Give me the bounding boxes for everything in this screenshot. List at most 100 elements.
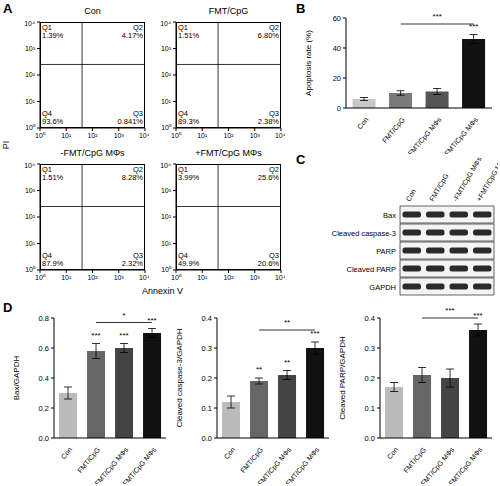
svg-text:10¹: 10¹ xyxy=(61,274,72,281)
svg-text:Con: Con xyxy=(223,446,237,460)
svg-text:10⁰: 10⁰ xyxy=(161,124,172,131)
svg-text:***: *** xyxy=(433,12,442,21)
svg-text:+FMT/CpG MΦs: +FMT/CpG MΦs xyxy=(445,446,485,484)
svg-text:10⁴: 10⁴ xyxy=(139,132,149,139)
svg-text:*: * xyxy=(122,311,125,320)
svg-text:0.2: 0.2 xyxy=(39,404,49,413)
svg-text:40: 40 xyxy=(333,44,341,53)
svg-text:Con: Con xyxy=(405,188,418,203)
svg-text:10²: 10² xyxy=(161,71,172,78)
svg-text:Cleaved caspase-3/GAPDH: Cleaved caspase-3/GAPDH xyxy=(175,328,184,427)
svg-text:10²: 10² xyxy=(223,132,234,139)
svg-text:10²: 10² xyxy=(87,274,98,281)
svg-text:FMT/CpG: FMT/CpG xyxy=(381,116,407,145)
svg-text:***: *** xyxy=(473,311,482,320)
svg-text:10³: 10³ xyxy=(161,45,172,52)
svg-text:0.0: 0.0 xyxy=(202,434,212,443)
svg-text:***: *** xyxy=(310,329,319,338)
svg-text:Con: Con xyxy=(386,446,400,460)
svg-text:***: *** xyxy=(445,306,454,315)
svg-text:10³: 10³ xyxy=(114,132,125,139)
svg-text:10⁴: 10⁴ xyxy=(24,20,35,27)
svg-text:Bax/GAPDH: Bax/GAPDH xyxy=(12,356,21,401)
svg-text:0.4: 0.4 xyxy=(202,314,212,323)
svg-text:10³: 10³ xyxy=(250,132,261,139)
svg-text:0.1: 0.1 xyxy=(202,404,212,413)
svg-text:10²: 10² xyxy=(87,132,98,139)
svg-text:GAPDH: GAPDH xyxy=(369,283,396,292)
svg-text:0.3: 0.3 xyxy=(365,344,375,353)
svg-text:10⁰: 10⁰ xyxy=(35,132,46,139)
svg-text:0.1: 0.1 xyxy=(365,404,375,413)
svg-text:10³: 10³ xyxy=(250,274,261,281)
html-text:Con: Con xyxy=(84,6,101,16)
svg-text:10³: 10³ xyxy=(25,45,36,52)
svg-text:**: ** xyxy=(284,318,290,327)
svg-text:10¹: 10¹ xyxy=(197,132,208,139)
svg-text:10⁰: 10⁰ xyxy=(171,132,182,139)
svg-text:FMT/CpG: FMT/CpG xyxy=(402,446,428,475)
html-text:PI: PI xyxy=(1,140,11,150)
svg-text:**: ** xyxy=(256,365,262,374)
svg-text:FMT/CpG: FMT/CpG xyxy=(76,446,102,475)
svg-text:Cleaved PARP/GAPDH: Cleaved PARP/GAPDH xyxy=(338,336,347,420)
svg-text:10³: 10³ xyxy=(25,187,36,194)
svg-text:10²: 10² xyxy=(223,274,234,281)
svg-text:Bax: Bax xyxy=(383,211,396,220)
svg-text:+FMT/CpG MΦs: +FMT/CpG MΦs xyxy=(282,446,322,484)
svg-text:10¹: 10¹ xyxy=(197,274,208,281)
svg-text:Cleaved caspase-3: Cleaved caspase-3 xyxy=(332,229,396,238)
svg-text:***: *** xyxy=(119,331,128,340)
svg-text:Con: Con xyxy=(356,116,370,130)
svg-text:Cleaved PARP: Cleaved PARP xyxy=(347,265,396,274)
svg-text:10⁰: 10⁰ xyxy=(171,274,182,281)
svg-text:10¹: 10¹ xyxy=(61,132,72,139)
svg-text:10⁴: 10⁴ xyxy=(139,274,149,281)
svg-text:10⁰: 10⁰ xyxy=(161,266,172,273)
svg-text:**: ** xyxy=(284,358,290,367)
svg-text:10¹: 10¹ xyxy=(25,98,36,105)
svg-text:10²: 10² xyxy=(25,71,36,78)
svg-text:10¹: 10¹ xyxy=(161,98,172,105)
svg-text:FMT/CpG: FMT/CpG xyxy=(239,446,265,475)
svg-text:0.4: 0.4 xyxy=(365,314,375,323)
svg-text:0.2: 0.2 xyxy=(365,374,375,383)
svg-text:***: *** xyxy=(469,22,478,31)
svg-text:***: *** xyxy=(147,316,156,325)
svg-text:10²: 10² xyxy=(161,213,172,220)
svg-text:-FMT/CpG MΦs: -FMT/CpG MΦs xyxy=(405,116,444,154)
svg-text:0.6: 0.6 xyxy=(39,344,49,353)
svg-text:+FMT/CpG MΦs: +FMT/CpG MΦs xyxy=(475,156,492,203)
svg-text:10¹: 10¹ xyxy=(25,240,36,247)
svg-text:PARP: PARP xyxy=(376,247,396,256)
html-text:FMT/CpG: FMT/CpG xyxy=(208,6,249,16)
svg-text:+FMT/CpG MΦs: +FMT/CpG MΦs xyxy=(119,446,159,484)
svg-text:***: *** xyxy=(91,331,100,340)
html-text:A: A xyxy=(3,1,13,16)
svg-text:0.4: 0.4 xyxy=(39,374,49,383)
svg-text:+FMT/CpG MΦs: +FMT/CpG MΦs xyxy=(441,116,481,154)
svg-text:10⁰: 10⁰ xyxy=(25,124,36,131)
svg-text:10⁴: 10⁴ xyxy=(160,162,171,169)
svg-text:10⁴: 10⁴ xyxy=(160,20,171,27)
svg-text:0: 0 xyxy=(337,104,341,113)
svg-text:0.2: 0.2 xyxy=(202,374,212,383)
svg-text:10²: 10² xyxy=(25,213,36,220)
svg-text:10⁰: 10⁰ xyxy=(35,274,46,281)
svg-text:10⁴: 10⁴ xyxy=(275,132,285,139)
svg-text:10³: 10³ xyxy=(161,187,172,194)
svg-text:10⁰: 10⁰ xyxy=(25,266,36,273)
svg-text:10³: 10³ xyxy=(114,274,125,281)
svg-text:0.8: 0.8 xyxy=(39,314,49,323)
svg-text:0.0: 0.0 xyxy=(39,434,49,443)
svg-text:10¹: 10¹ xyxy=(161,240,172,247)
svg-text:FMT/CpG: FMT/CpG xyxy=(428,172,450,203)
svg-text:0.0: 0.0 xyxy=(365,434,375,443)
svg-text:10⁴: 10⁴ xyxy=(24,162,35,169)
svg-text:10⁴: 10⁴ xyxy=(275,274,285,281)
svg-text:Apoptosis rate (%): Apoptosis rate (%) xyxy=(304,30,313,96)
svg-text:Con: Con xyxy=(60,446,74,460)
svg-text:20: 20 xyxy=(333,74,341,83)
svg-text:60: 60 xyxy=(333,14,341,23)
svg-text:0.3: 0.3 xyxy=(202,344,212,353)
